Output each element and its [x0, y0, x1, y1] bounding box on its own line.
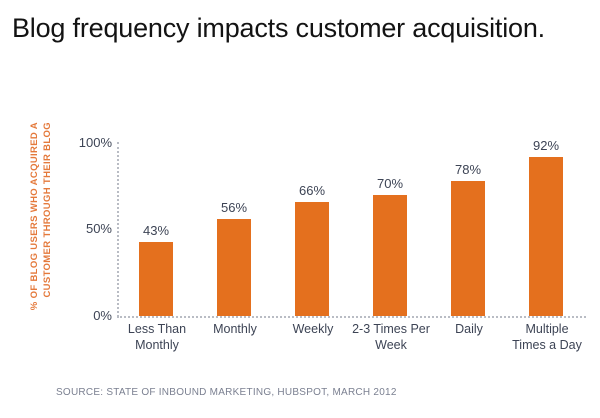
y-tick-label-100: 100% [78, 135, 112, 150]
bar[interactable] [295, 201, 329, 316]
y-tick-label-0: 0% [93, 308, 112, 323]
x-category-label-line: Monthly [135, 338, 179, 352]
bar-value-label: 70% [376, 175, 404, 191]
x-category-label-line: 2-3 Times Per [352, 322, 430, 336]
page-title: Blog frequency impacts customer acquisit… [12, 13, 545, 43]
source-note: SOURCE: STATE OF INBOUND MARKETING, HUBS… [56, 387, 397, 398]
y-axis-tick-labels: 100% 50% 0% [64, 0, 112, 418]
bar-group: 56% [196, 143, 272, 316]
bar[interactable] [373, 194, 407, 316]
x-axis-category-labels: Less Than Monthly Monthly Weekly 2-3 Times P… [118, 321, 586, 367]
bar-value-label: 78% [454, 162, 482, 178]
bar[interactable] [217, 219, 251, 316]
bar-group: 92% [508, 138, 584, 316]
bar[interactable] [451, 181, 485, 316]
x-category-label-line: Monthly [213, 322, 257, 336]
y-axis-title: % OF BLOG USERS WHO ACQUIRED A CUSTOMER … [28, 122, 62, 332]
x-category-label: Daily [425, 321, 513, 337]
bar-value-label: 43% [142, 222, 170, 238]
bar-group: 66% [274, 143, 350, 316]
bar[interactable] [529, 156, 563, 316]
x-category-label: Weekly [269, 321, 357, 337]
x-category-label: 2-3 Times Per Week [347, 321, 435, 353]
plot-area: 43% 56% 66% 70% 78% 92% [118, 138, 586, 316]
bar-value-label: 92% [532, 137, 560, 153]
y-tick-label-50: 50% [85, 221, 112, 236]
x-category-label: Monthly [191, 321, 279, 337]
x-category-label-line: Week [375, 338, 407, 352]
bar-value-label: 56% [220, 200, 248, 216]
x-category-label-line: Daily [455, 322, 483, 336]
x-category-label: Less Than Monthly [113, 321, 201, 353]
x-category-label: Multiple Times a Day [503, 321, 591, 353]
bar-group: 70% [352, 143, 428, 316]
bar[interactable] [139, 241, 173, 316]
bar-group: 43% [118, 143, 194, 316]
x-category-label-line: Less Than [127, 322, 187, 336]
bar-group: 78% [430, 143, 506, 316]
x-category-label-line: Weekly [292, 322, 334, 336]
y-axis-line [117, 142, 119, 317]
x-category-label-line: Times a Day [512, 338, 582, 352]
x-axis-baseline [117, 316, 586, 318]
bar-value-label: 66% [298, 182, 326, 198]
x-category-label-line: Multiple [525, 322, 569, 336]
